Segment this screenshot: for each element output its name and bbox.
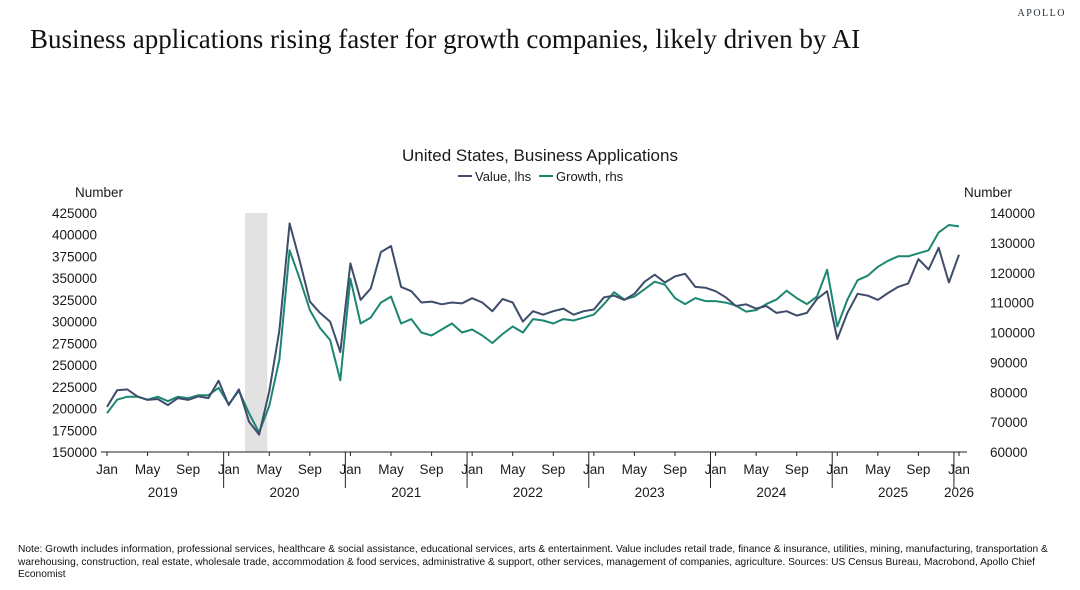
left-tick-label: 250000: [52, 358, 97, 373]
left-tick-label: 375000: [52, 249, 97, 264]
left-tick-label: 425000: [52, 206, 97, 221]
month-tick-label: Jan: [461, 462, 483, 477]
right-tick-label: 70000: [990, 415, 1028, 430]
month-tick-label: Sep: [541, 462, 565, 477]
month-tick-label: Jan: [340, 462, 362, 477]
month-tick-label: May: [378, 462, 404, 477]
month-tick-label: May: [865, 462, 891, 477]
month-tick-label: Jan: [705, 462, 727, 477]
left-tick-label: 400000: [52, 228, 97, 243]
month-tick-label: Sep: [663, 462, 687, 477]
right-tick-label: 100000: [990, 326, 1035, 341]
left-tick-label: 300000: [52, 315, 97, 330]
recession-shading: [245, 213, 268, 452]
month-tick-label: Sep: [906, 462, 930, 477]
year-label: 2026: [944, 485, 974, 500]
right-tick-label: 60000: [990, 445, 1028, 460]
left-tick-label: 225000: [52, 380, 97, 395]
year-label: 2019: [148, 485, 178, 500]
right-tick-label: 130000: [990, 236, 1035, 251]
month-tick-label: Jan: [948, 462, 970, 477]
right-tick-label: 80000: [990, 385, 1028, 400]
line-chart: United States, Business Applications Valu…: [52, 146, 1035, 500]
value-series-line: [106, 222, 960, 436]
month-tick-label: May: [135, 462, 161, 477]
month-tick-label: May: [257, 462, 283, 477]
right-axis-title: Number: [964, 185, 1013, 200]
month-tick-label: Sep: [298, 462, 322, 477]
source-note: Note: Growth includes information, profe…: [18, 544, 1048, 581]
year-label: 2021: [391, 485, 421, 500]
brand-logo: APOLLO: [1017, 8, 1066, 19]
month-tick-label: Jan: [218, 462, 240, 477]
legend-label-growth: Growth, rhs: [556, 169, 624, 184]
month-tick-label: Sep: [785, 462, 809, 477]
month-tick-label: Jan: [583, 462, 605, 477]
month-tick-label: Sep: [420, 462, 444, 477]
left-axis-title: Number: [75, 185, 124, 200]
left-tick-label: 200000: [52, 402, 97, 417]
chart-title: United States, Business Applications: [402, 146, 678, 165]
right-tick-label: 120000: [990, 266, 1035, 281]
year-label: 2024: [756, 485, 787, 500]
growth-series-line: [106, 224, 960, 434]
left-tick-label: 275000: [52, 336, 97, 351]
month-tick-label: Sep: [176, 462, 200, 477]
year-label: 2025: [878, 485, 908, 500]
headline: Business applications rising faster for …: [30, 24, 861, 54]
year-label: 2023: [635, 485, 665, 500]
month-tick-label: May: [622, 462, 648, 477]
left-tick-label: 325000: [52, 293, 97, 308]
month-tick-label: Jan: [96, 462, 118, 477]
left-tick-label: 175000: [52, 423, 97, 438]
left-tick-label: 350000: [52, 271, 97, 286]
month-tick-label: Jan: [826, 462, 848, 477]
right-tick-label: 140000: [990, 206, 1035, 221]
right-tick-label: 110000: [990, 296, 1034, 311]
left-tick-label: 150000: [52, 445, 97, 460]
year-label: 2022: [513, 485, 543, 500]
month-tick-label: May: [743, 462, 769, 477]
month-tick-label: May: [500, 462, 526, 477]
right-tick-label: 90000: [990, 355, 1028, 370]
year-label: 2020: [269, 485, 299, 500]
legend-label-value: Value, lhs: [475, 169, 532, 184]
